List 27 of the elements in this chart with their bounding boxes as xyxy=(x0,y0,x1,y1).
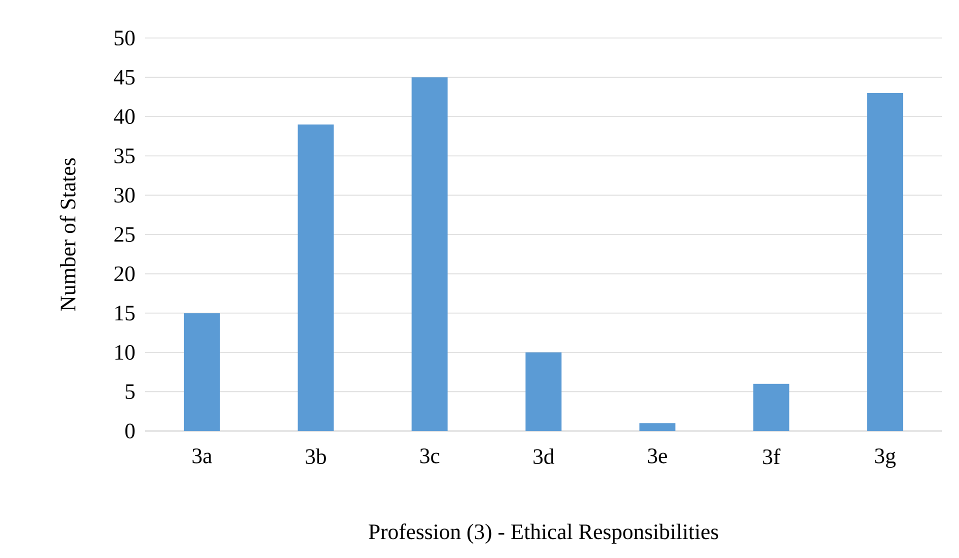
bar xyxy=(412,77,448,431)
y-tick-label: 15 xyxy=(115,306,135,320)
y-tick-label: 20 xyxy=(114,266,135,282)
y-tick-label: 0 xyxy=(125,424,135,438)
x-tick-label: 3c xyxy=(420,448,440,464)
x-axis-title: Profession (3) - Ethical Responsibilities xyxy=(368,524,718,544)
x-tick-label: 3g xyxy=(875,448,896,468)
y-tick-label: 50 xyxy=(114,30,135,46)
y-axis-title: Number of States xyxy=(60,158,76,311)
bar xyxy=(526,352,562,431)
bar xyxy=(184,313,220,431)
y-tick-label: 35 xyxy=(114,148,135,164)
bar xyxy=(753,384,790,431)
y-tick-label: 30 xyxy=(114,188,135,203)
x-tick-label: 3e xyxy=(648,448,667,464)
x-tick-label: 3b xyxy=(306,448,326,464)
x-tick-label: 3a xyxy=(192,448,212,464)
bar xyxy=(298,124,334,431)
bar xyxy=(867,93,904,431)
y-tick-label: 10 xyxy=(115,344,135,360)
y-tick-label: 40 xyxy=(114,109,135,124)
x-tick-label: 3d xyxy=(534,448,554,464)
x-tick-label: 3f xyxy=(763,448,780,464)
y-tick-label: 45 xyxy=(114,70,135,85)
y-tick-label: 25 xyxy=(114,227,135,242)
bar xyxy=(639,423,676,431)
y-tick-label: 5 xyxy=(126,384,135,400)
